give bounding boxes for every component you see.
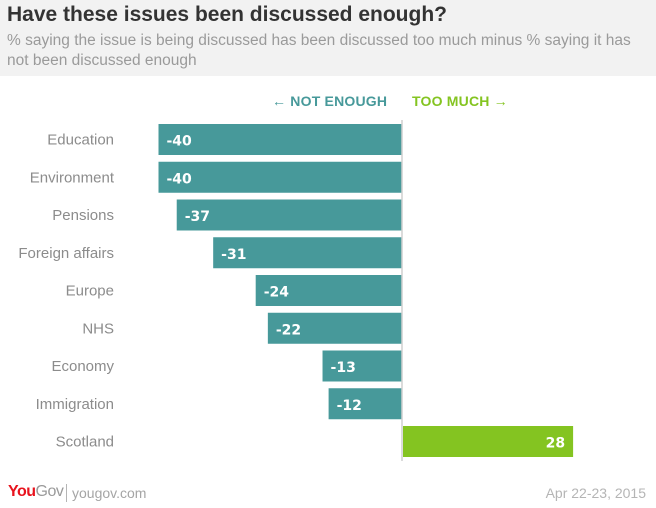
value-label: -12 <box>337 398 362 414</box>
bar-chart: Education -40 Environment -40 Pensions -37 For… <box>18 120 574 461</box>
bar-education <box>158 124 402 155</box>
footer-divider <box>66 484 67 502</box>
value-label: -13 <box>331 360 356 376</box>
category-label: Europe <box>66 283 114 300</box>
category-label: Pensions <box>52 207 114 224</box>
value-label: 28 <box>546 436 565 452</box>
logo-you: You <box>8 483 36 500</box>
category-label: Economy <box>51 358 114 375</box>
value-label: -40 <box>167 134 193 150</box>
category-label: NHS <box>82 320 114 337</box>
bar-foreign-affairs <box>213 237 402 269</box>
category-label: Immigration <box>36 396 114 413</box>
category-label: Foreign affairs <box>18 245 114 262</box>
value-label: -40 <box>167 171 193 187</box>
value-label: -22 <box>276 322 301 338</box>
bar-pensions <box>176 199 402 231</box>
bar-europe <box>255 275 402 306</box>
category-label: Environment <box>30 169 115 186</box>
footer-date: Apr 22-23, 2015 <box>545 485 646 501</box>
value-label: -24 <box>264 285 290 301</box>
logo-gov: Gov <box>35 483 64 500</box>
footer-url: yougov.com <box>72 485 147 501</box>
value-label: -31 <box>221 247 246 263</box>
bar-environment <box>158 161 402 193</box>
bar-nhs <box>267 312 402 344</box>
bar-scotland <box>403 426 574 457</box>
bar-immigration <box>328 388 402 420</box>
bar-economy <box>322 350 402 382</box>
yougov-logo: YouGov <box>8 483 64 501</box>
too-much-direction-label: TOO MUCH → <box>412 93 508 109</box>
chart-header: Have these issues been discussed enough?… <box>0 0 656 76</box>
chart-title: Have these issues been discussed enough? <box>7 3 447 26</box>
not-enough-direction-label: ← NOT ENOUGH <box>272 93 388 109</box>
category-label: Education <box>47 132 114 149</box>
category-label: Scotland <box>56 434 114 451</box>
value-label: -37 <box>185 209 210 225</box>
chart-subtitle: % saying the issue is being discussed ha… <box>7 32 631 69</box>
